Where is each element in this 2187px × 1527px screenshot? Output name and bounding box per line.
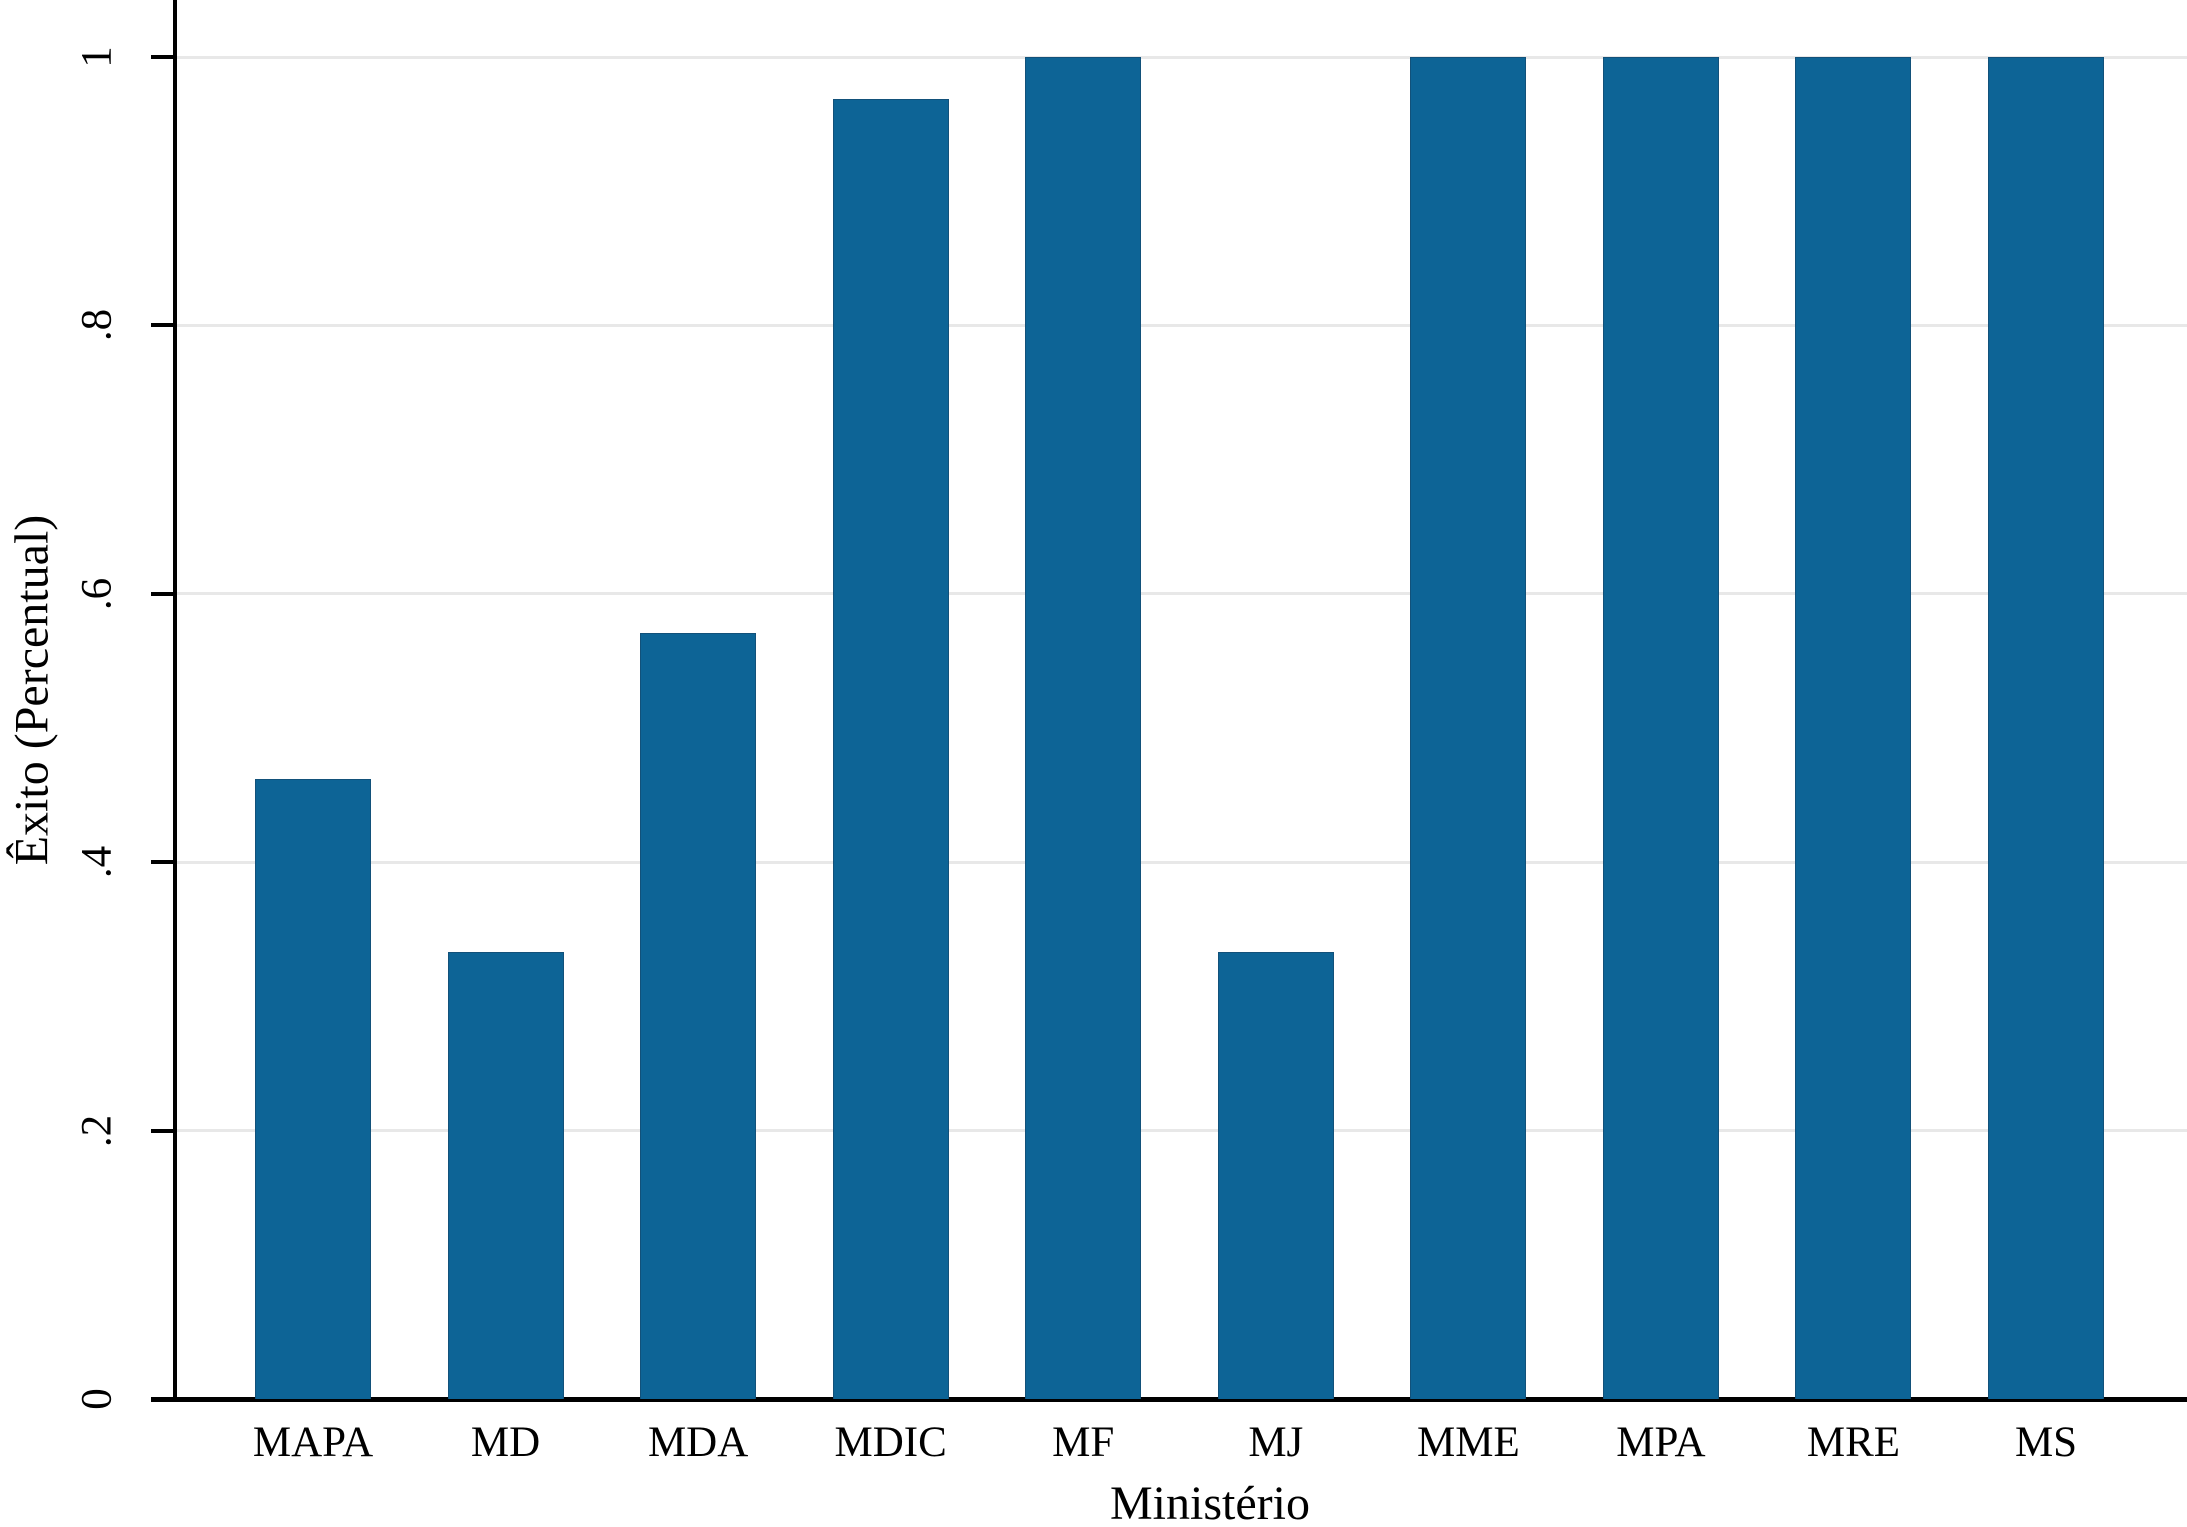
y-tick-label: 1 bbox=[73, 46, 121, 68]
bar bbox=[1025, 57, 1141, 1399]
x-axis-line bbox=[151, 1397, 2187, 1402]
bar bbox=[833, 99, 949, 1399]
bar bbox=[1410, 57, 1526, 1399]
bar bbox=[1218, 952, 1334, 1399]
x-category-label: MDIC bbox=[834, 1419, 947, 1466]
bar bbox=[1795, 57, 1911, 1399]
bar bbox=[1988, 57, 2104, 1399]
gridline bbox=[177, 1129, 2187, 1133]
y-tick-label: 0 bbox=[73, 1388, 121, 1410]
x-axis-title: Ministério bbox=[1110, 1477, 1310, 1527]
gridline bbox=[177, 860, 2187, 864]
x-category-label: MD bbox=[470, 1419, 541, 1466]
y-tick bbox=[151, 1128, 173, 1133]
y-tick bbox=[151, 591, 173, 596]
x-category-label: MME bbox=[1416, 1419, 1520, 1466]
x-category-label: MF bbox=[1052, 1419, 1115, 1466]
x-category-label: MAPA bbox=[252, 1419, 374, 1466]
y-tick-label: .4 bbox=[73, 846, 121, 879]
x-category-label: MRE bbox=[1806, 1419, 1901, 1466]
y-axis-title: Êxito (Percentual) bbox=[5, 514, 59, 866]
x-category-label: MJ bbox=[1248, 1419, 1304, 1466]
bar bbox=[255, 779, 371, 1399]
bar bbox=[1603, 57, 1719, 1399]
gridline bbox=[177, 323, 2187, 327]
x-category-label: MPA bbox=[1616, 1419, 1706, 1466]
gridline bbox=[177, 55, 2187, 59]
bar bbox=[640, 633, 756, 1399]
y-tick bbox=[151, 1397, 173, 1401]
x-category-label: MS bbox=[2014, 1419, 2078, 1466]
gridline bbox=[177, 592, 2187, 596]
x-category-label: MDA bbox=[647, 1419, 749, 1466]
y-tick-label: .2 bbox=[73, 1114, 121, 1147]
y-tick-label: .6 bbox=[73, 577, 121, 610]
y-axis-line bbox=[173, 0, 177, 1401]
y-tick bbox=[151, 323, 173, 328]
bar bbox=[448, 952, 564, 1399]
y-tick-label: .8 bbox=[73, 309, 121, 342]
y-tick bbox=[151, 860, 173, 865]
y-tick bbox=[151, 55, 173, 59]
